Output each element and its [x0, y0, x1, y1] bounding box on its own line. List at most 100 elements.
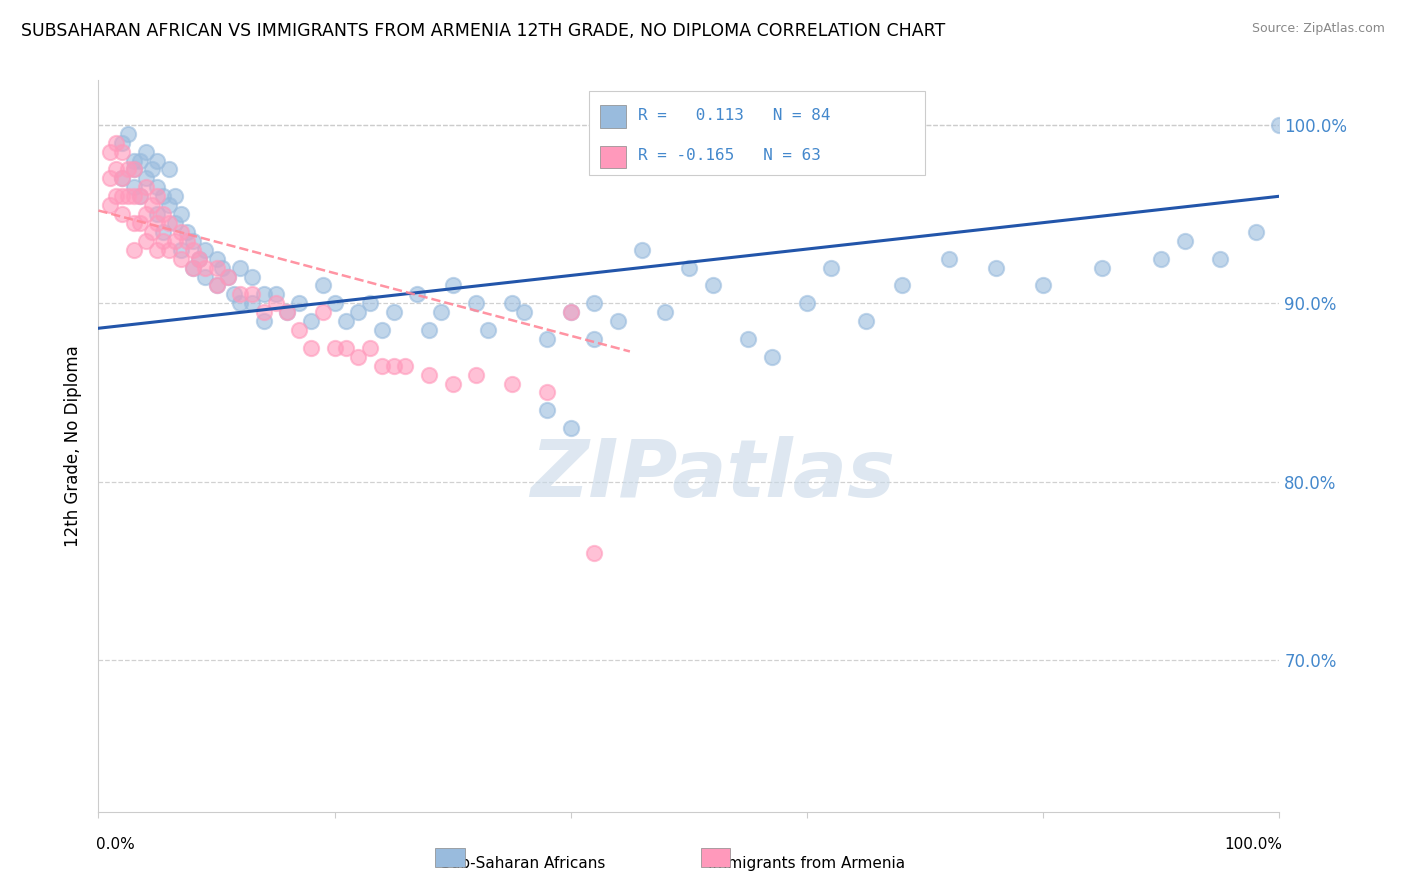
Point: [135, 234, 157, 248]
Point: [122, 189, 145, 203]
Point: [128, 216, 150, 230]
Point: [122, 153, 145, 168]
Point: [678, 260, 700, 275]
Point: [205, 278, 228, 293]
Point: [98, 171, 121, 186]
Point: [323, 341, 346, 355]
Point: [441, 278, 464, 293]
Point: [229, 287, 252, 301]
Point: [157, 243, 180, 257]
Point: [122, 162, 145, 177]
Point: [761, 350, 783, 364]
Point: [240, 296, 263, 310]
Point: [1091, 260, 1114, 275]
Point: [181, 260, 204, 275]
Point: [187, 252, 209, 266]
Text: ZIPatlas: ZIPatlas: [530, 436, 896, 515]
Point: [170, 207, 193, 221]
Point: [796, 296, 818, 310]
Point: [135, 207, 157, 221]
Point: [560, 305, 582, 319]
Point: [288, 296, 311, 310]
Point: [1032, 278, 1054, 293]
Point: [211, 260, 233, 275]
Point: [406, 287, 429, 301]
Point: [205, 260, 228, 275]
Point: [299, 341, 322, 355]
Point: [122, 162, 145, 177]
Point: [418, 323, 440, 337]
Point: [501, 296, 523, 310]
Point: [157, 162, 180, 177]
Point: [240, 287, 263, 301]
Point: [135, 180, 157, 194]
Point: [512, 305, 534, 319]
Point: [583, 546, 606, 560]
Point: [583, 332, 606, 346]
Point: [176, 234, 198, 248]
Point: [146, 153, 169, 168]
Point: [157, 198, 180, 212]
Point: [938, 252, 960, 266]
Text: Source: ZipAtlas.com: Source: ZipAtlas.com: [1251, 22, 1385, 36]
Point: [105, 162, 128, 177]
Point: [111, 171, 134, 186]
Point: [205, 278, 228, 293]
Point: [264, 296, 287, 310]
Point: [105, 136, 128, 150]
Point: [654, 305, 676, 319]
Point: [299, 314, 322, 328]
Point: [165, 234, 187, 248]
Point: [141, 162, 163, 177]
Point: [111, 171, 134, 186]
Point: [335, 314, 357, 328]
Point: [181, 234, 204, 248]
Point: [165, 216, 187, 230]
Point: [855, 314, 877, 328]
Text: Immigrants from Armenia: Immigrants from Armenia: [709, 855, 905, 871]
Point: [146, 216, 169, 230]
Point: [187, 252, 209, 266]
Text: 0.0%: 0.0%: [96, 838, 135, 853]
FancyBboxPatch shape: [589, 91, 925, 176]
Point: [170, 252, 193, 266]
Point: [347, 350, 370, 364]
Point: [536, 403, 558, 417]
Point: [146, 189, 169, 203]
Point: [217, 269, 239, 284]
Point: [170, 225, 193, 239]
Point: [152, 225, 174, 239]
FancyBboxPatch shape: [600, 105, 626, 128]
Point: [820, 260, 842, 275]
Text: R =   0.113   N = 84: R = 0.113 N = 84: [638, 108, 831, 123]
Point: [111, 189, 134, 203]
Point: [288, 323, 311, 337]
Point: [128, 153, 150, 168]
Point: [607, 314, 630, 328]
Point: [165, 189, 187, 203]
Point: [224, 287, 246, 301]
Text: SUBSAHARAN AFRICAN VS IMMIGRANTS FROM ARMENIA 12TH GRADE, NO DIPLOMA CORRELATION: SUBSAHARAN AFRICAN VS IMMIGRANTS FROM AR…: [21, 22, 945, 40]
Point: [465, 296, 488, 310]
Point: [1209, 252, 1232, 266]
Point: [98, 198, 121, 212]
Point: [312, 305, 335, 319]
Point: [141, 225, 163, 239]
Point: [205, 252, 228, 266]
Point: [146, 243, 169, 257]
Point: [111, 145, 134, 159]
Point: [122, 180, 145, 194]
Point: [560, 421, 582, 435]
Point: [382, 359, 405, 373]
Point: [122, 216, 145, 230]
Point: [122, 243, 145, 257]
Point: [335, 341, 357, 355]
Point: [111, 207, 134, 221]
Point: [441, 376, 464, 391]
FancyBboxPatch shape: [600, 145, 626, 168]
Point: [394, 359, 416, 373]
Point: [477, 323, 499, 337]
Point: [217, 269, 239, 284]
Point: [418, 368, 440, 382]
Point: [253, 314, 276, 328]
